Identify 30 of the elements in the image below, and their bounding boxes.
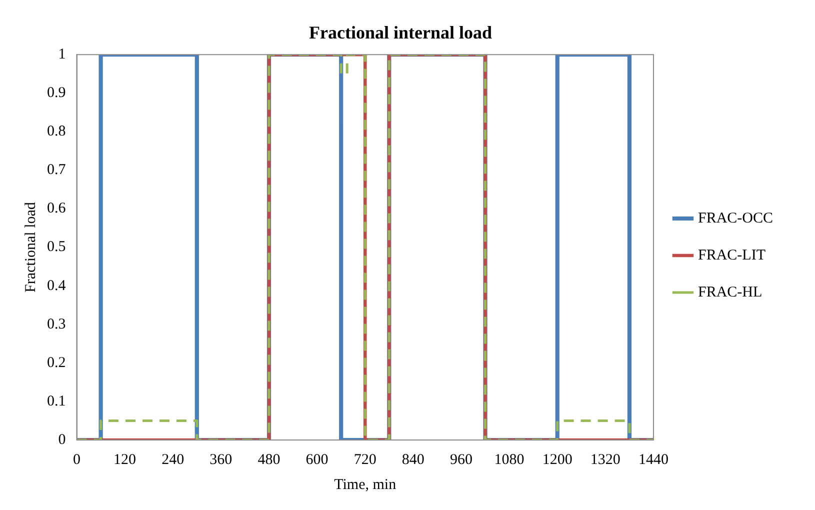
- y-tick-label: 0.6: [47, 200, 66, 217]
- y-tick-label: 0.7: [47, 162, 66, 178]
- x-tick-label: 240: [162, 452, 184, 468]
- y-tick-label: 0.1: [47, 393, 66, 410]
- y-tick-label: 0.2: [47, 354, 66, 371]
- y-axis-title: Fractional load: [22, 202, 39, 292]
- y-tick-label: 0.3: [47, 316, 66, 332]
- y-tick-label: 0: [58, 432, 66, 448]
- legend-label: FRAC-LIT: [698, 247, 766, 264]
- x-tick-label: 0: [73, 452, 80, 468]
- x-tick-label: 120: [114, 452, 136, 468]
- x-tick-label: 1080: [494, 452, 524, 468]
- y-tick-label: 1: [58, 46, 66, 63]
- x-tick-label: 960: [450, 452, 472, 468]
- legend-label: FRAC-HL: [698, 284, 762, 300]
- y-tick-label: 0.4: [47, 278, 66, 294]
- x-tick-label: 600: [306, 452, 328, 468]
- x-tick-label: 1200: [542, 452, 572, 468]
- y-tick-label: 0.9: [47, 85, 66, 102]
- x-axis-title: Time, min: [334, 476, 397, 493]
- x-tick-label: 1440: [638, 452, 668, 468]
- y-tick-label: 0.5: [47, 239, 66, 256]
- chart-title: Fractional internal load: [309, 22, 492, 42]
- legend-label: FRAC-OCC: [698, 210, 774, 226]
- x-tick-label: 480: [258, 452, 280, 468]
- y-tick-label: 0.8: [47, 124, 66, 140]
- x-tick-label: 840: [402, 452, 424, 468]
- x-tick-label: 720: [354, 452, 376, 468]
- x-tick-label: 1320: [590, 452, 620, 468]
- x-tick-label: 360: [210, 452, 232, 468]
